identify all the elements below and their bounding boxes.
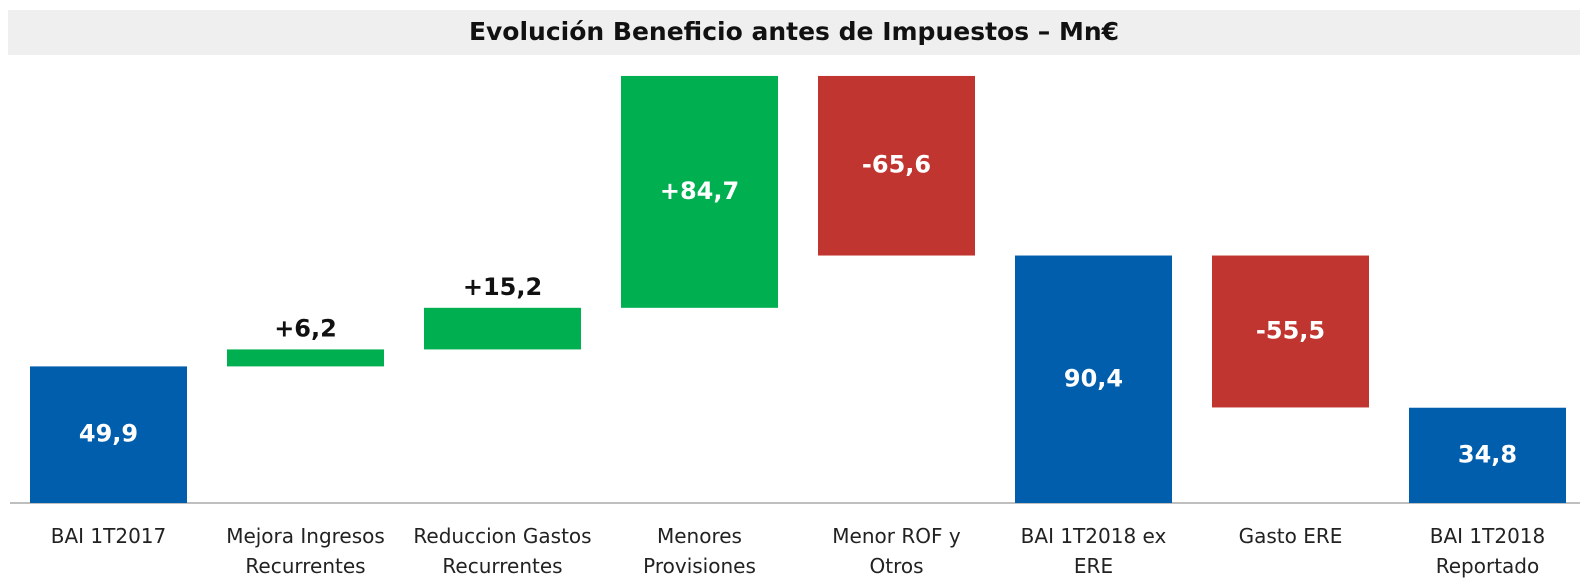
- bar: [1212, 255, 1369, 408]
- bar: [621, 75, 778, 308]
- x-tick-label-line: Otros: [869, 554, 923, 578]
- bar: [1409, 407, 1566, 503]
- bar: [1015, 255, 1172, 503]
- value-label: -65,6: [862, 151, 931, 179]
- x-tick-label-line: Recurrentes: [442, 554, 562, 578]
- x-tick-label-line: Provisiones: [643, 554, 756, 578]
- x-tick-label: BAI 1T2018 ex ERE: [1021, 524, 1167, 578]
- x-tick-label-line: Reportado: [1436, 554, 1540, 578]
- bar: [818, 75, 975, 256]
- value-label: +15,2: [463, 273, 542, 301]
- bar: [227, 349, 384, 367]
- x-tick-label-line: Menor ROF y: [832, 524, 961, 548]
- x-tick-label: Menor ROF y Otros: [832, 524, 961, 578]
- x-tick-label: BAI 1T2017: [51, 524, 167, 548]
- bar: [30, 366, 187, 503]
- x-tick-label-line: Gasto ERE: [1239, 524, 1343, 548]
- x-tick-label-line: Menores: [657, 524, 742, 548]
- x-tick-label: Menores Provisiones: [643, 524, 756, 578]
- x-tick-label: Mejora Ingresos Recurrentes: [226, 524, 385, 578]
- title-band: [8, 10, 1580, 55]
- x-tick-label: BAI 1T2018 Reportado: [1430, 524, 1546, 578]
- x-tick-label-line: Mejora Ingresos: [226, 524, 385, 548]
- value-label: 49,9: [79, 420, 138, 448]
- x-tick-label-line: BAI 1T2017: [51, 524, 167, 548]
- value-label: +6,2: [274, 314, 337, 342]
- value-label: 34,8: [1458, 440, 1517, 468]
- x-tick-label: Gasto ERE: [1239, 524, 1343, 548]
- value-label: -55,5: [1256, 316, 1325, 344]
- x-tick-label-line: BAI 1T2018 ex: [1021, 524, 1167, 548]
- x-tick-label-line: Recurrentes: [245, 554, 365, 578]
- x-tick-label-line: ERE: [1074, 554, 1113, 578]
- x-tick-label-line: Reduccion Gastos: [413, 524, 591, 548]
- x-tick-label-line: BAI 1T2018: [1430, 524, 1546, 548]
- value-label: +84,7: [660, 177, 739, 205]
- value-label: 90,4: [1064, 364, 1123, 392]
- bar: [424, 307, 581, 350]
- x-tick-label: Reduccion Gastos Recurrentes: [413, 524, 591, 578]
- chart-title: Evolución Beneficio antes de Impuestos –…: [469, 17, 1119, 46]
